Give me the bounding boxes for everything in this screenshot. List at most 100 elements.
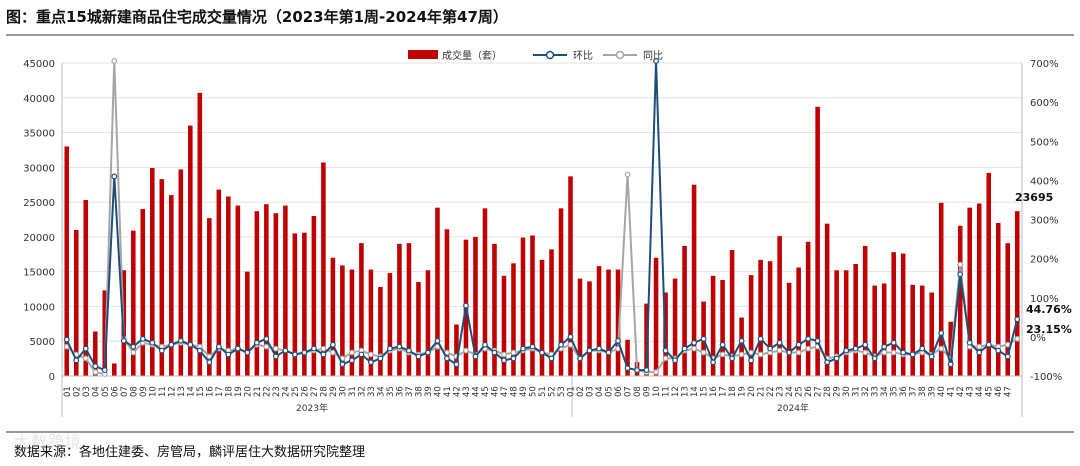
volume-bar <box>197 92 203 377</box>
volume-bar <box>777 236 782 376</box>
hb-point <box>501 357 507 364</box>
hb-point <box>909 351 916 358</box>
volume-bar <box>73 229 79 376</box>
hb-point <box>329 341 336 348</box>
volume-bar <box>815 106 820 376</box>
hb-point <box>558 341 564 348</box>
volume-bar <box>482 208 488 376</box>
hb-point <box>92 363 99 370</box>
tb-point <box>662 355 669 362</box>
hb-point <box>947 361 954 368</box>
y-left-tick-label: 0 <box>49 372 55 383</box>
hb-point <box>700 335 707 342</box>
hb-point <box>291 351 298 358</box>
tb-point <box>881 349 888 356</box>
x-tick-label: 34 <box>880 386 890 397</box>
hb-point <box>225 351 232 358</box>
volume-bar <box>910 284 915 376</box>
hb-point <box>82 345 89 352</box>
legend-swatch-volume <box>408 50 438 59</box>
hb-point <box>263 335 270 342</box>
x-tick-label: 39 <box>928 386 938 397</box>
volume-bar <box>986 172 992 376</box>
hb-point <box>539 349 545 356</box>
x-tick-label: 26 <box>804 386 814 397</box>
x-tick-label: 03 <box>586 386 596 397</box>
tb-point <box>510 349 517 356</box>
hb-point <box>890 339 897 346</box>
y-right-tick-label: 100% <box>1030 294 1059 305</box>
volume-bar <box>159 179 165 376</box>
x-tick-label: 41 <box>947 386 957 397</box>
hb-point <box>482 341 488 348</box>
volume-bar <box>862 245 868 376</box>
tb-point <box>624 171 631 178</box>
volume-bar <box>454 324 459 376</box>
hb-point <box>719 341 726 348</box>
x-tick-label: 04 <box>595 386 605 397</box>
x-tick-label: 06 <box>110 386 120 397</box>
hb-point <box>187 341 194 348</box>
hb-point <box>472 353 479 360</box>
x-tick-label: 15 <box>196 386 206 397</box>
hb-point <box>130 343 137 350</box>
volume-bar <box>435 207 440 376</box>
tb-point <box>805 345 812 352</box>
x-tick-label: 42 <box>956 386 966 397</box>
volume-bar <box>938 202 944 376</box>
hb-point <box>158 347 165 354</box>
volume-bar <box>406 243 412 376</box>
x-tick-label: 40 <box>937 386 947 397</box>
tb-point <box>206 353 213 360</box>
y-left-tick-label: 40000 <box>23 94 55 105</box>
y-left-tick-label: 15000 <box>23 268 55 279</box>
volume-bar <box>226 196 231 376</box>
year-label-2023: 2023年 <box>296 402 328 414</box>
volume-bar <box>891 252 896 376</box>
y-left-tick-label: 45000 <box>23 59 55 70</box>
x-tick-label: 45 <box>985 386 995 397</box>
x-tick-label: 18 <box>728 386 738 397</box>
y-right-tick-label: 200% <box>1030 255 1059 266</box>
volume-bar <box>321 162 326 376</box>
volume-bar <box>615 269 621 376</box>
tb-point <box>349 349 355 356</box>
y-right-tick-label: 400% <box>1030 176 1059 187</box>
volume-bar <box>102 290 108 376</box>
hb-point <box>795 341 802 348</box>
volume-bar <box>254 211 260 376</box>
hb-point <box>624 365 631 372</box>
x-tick-label: 01 <box>567 386 577 397</box>
x-tick-label: 38 <box>414 386 424 397</box>
tb-point <box>320 345 327 352</box>
hb-point <box>444 355 450 362</box>
hb-point <box>900 349 907 356</box>
volume-bar <box>872 285 877 376</box>
volume-bar <box>834 270 839 376</box>
hb-point <box>577 355 583 362</box>
hb-point <box>196 347 203 354</box>
volume-bar <box>520 237 526 376</box>
volume-bar <box>64 146 70 376</box>
x-tick-label: 42 <box>452 386 462 397</box>
x-tick-label: 03 <box>82 386 92 397</box>
hb-point <box>653 58 659 64</box>
hb-point <box>168 341 175 348</box>
tb-point <box>738 351 745 358</box>
volume-bar <box>758 259 763 376</box>
x-tick-label: 05 <box>101 386 111 397</box>
x-tick-label: 23 <box>272 386 282 397</box>
tb-point <box>329 349 336 356</box>
x-tick-label: 09 <box>139 386 149 397</box>
x-tick-label: 50 <box>528 386 538 397</box>
chart-canvas: 0 5000 10000 15000 20000 25000 30000 35000 40000… <box>23 49 1072 417</box>
hb-point <box>615 337 621 344</box>
y-left-tick-label: 25000 <box>23 198 55 209</box>
volume-bar <box>748 275 754 376</box>
tb-point <box>1014 335 1021 342</box>
x-tick-label: 46 <box>490 386 500 397</box>
hb-point <box>710 359 716 366</box>
hb-point <box>101 367 108 374</box>
volume-bar <box>359 243 364 376</box>
hb-point <box>529 343 536 350</box>
